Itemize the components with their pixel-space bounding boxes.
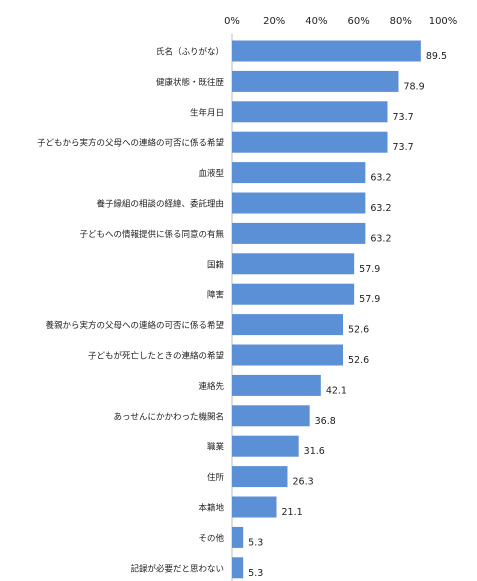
bar (232, 374, 321, 396)
bar (232, 70, 399, 92)
category-label: あっせんにかかわった機関名 (113, 411, 224, 422)
x-tick-label: 100% (429, 16, 458, 27)
category-labels: 氏名（ふりがな） 健康状態・既往歴生年月日子どもから実方の父母への連絡の可否に係る… (37, 47, 225, 575)
value-label: 78.9 (403, 81, 424, 92)
value-label: 73.7 (393, 142, 414, 153)
value-label: 63.2 (370, 233, 391, 244)
x-tick-label: 60% (347, 16, 369, 27)
category-label: 健康状態・既往歴 (156, 77, 225, 88)
value-label: 89.5 (426, 51, 447, 62)
category-label: 記録が必要だと思わない (130, 563, 224, 574)
category-label: 子どもへの情報提供に係る同意の有無 (79, 229, 224, 240)
category-label: 養子縁組の相談の経緯、委託理由 (96, 199, 224, 210)
x-tick-label: 0% (224, 16, 240, 27)
value-label: 63.2 (370, 203, 391, 214)
bar (232, 40, 421, 62)
category-label: 障害 (207, 290, 224, 301)
value-label: 21.1 (282, 507, 303, 518)
category-label: その他 (198, 533, 224, 544)
value-label: 63.2 (370, 173, 391, 184)
category-label: 住所 (207, 472, 225, 483)
value-label: 42.1 (326, 385, 347, 396)
bars (232, 40, 421, 579)
bar (232, 253, 355, 275)
bar (232, 283, 355, 305)
bar (232, 101, 388, 123)
category-label: 子どもが死亡したときの連絡の希望 (88, 351, 225, 362)
bar (232, 344, 343, 366)
category-label: 氏名（ふりがな） (156, 47, 224, 58)
bar (232, 162, 366, 184)
value-label: 73.7 (393, 112, 414, 123)
value-label: 57.9 (359, 294, 380, 305)
bar (232, 526, 244, 548)
x-tick-label: 80% (390, 16, 412, 27)
category-label: 連絡先 (198, 381, 224, 392)
bar (232, 222, 366, 244)
x-axis-ticks: 0% 20% 40% 60% 80% 100% (224, 16, 457, 27)
value-label: 31.6 (304, 446, 325, 457)
x-tick-label: 20% (263, 16, 285, 27)
value-label: 57.9 (359, 264, 380, 275)
category-label: 血液型 (198, 168, 224, 179)
bar (232, 557, 244, 579)
bar (232, 314, 343, 336)
value-labels: 89.5 78.9 73.7 73.7 63.2 63.2 63.2 57.9 57.9 52.6… (248, 51, 447, 579)
category-label: 子どもから実方の父母への連絡の可否に係る希望 (37, 138, 225, 149)
category-label: 本籍地 (198, 503, 224, 514)
category-label: 養親から実方の父母への連絡の可否に係る希望 (45, 320, 224, 331)
value-label: 5.3 (248, 568, 263, 579)
bar (232, 405, 310, 427)
bar (232, 466, 288, 488)
category-label: 職業 (207, 442, 225, 453)
bar (232, 435, 299, 457)
x-tick-label: 40% (305, 16, 327, 27)
bar (232, 192, 366, 214)
value-label: 52.6 (348, 355, 369, 366)
category-label: 生年月日 (190, 107, 224, 118)
category-label: 国籍 (207, 259, 224, 270)
value-label: 5.3 (248, 537, 263, 548)
value-label: 36.8 (315, 416, 336, 427)
value-label: 26.3 (292, 477, 313, 488)
value-label: 52.6 (348, 325, 369, 336)
bar (232, 131, 388, 153)
bar (232, 496, 277, 518)
